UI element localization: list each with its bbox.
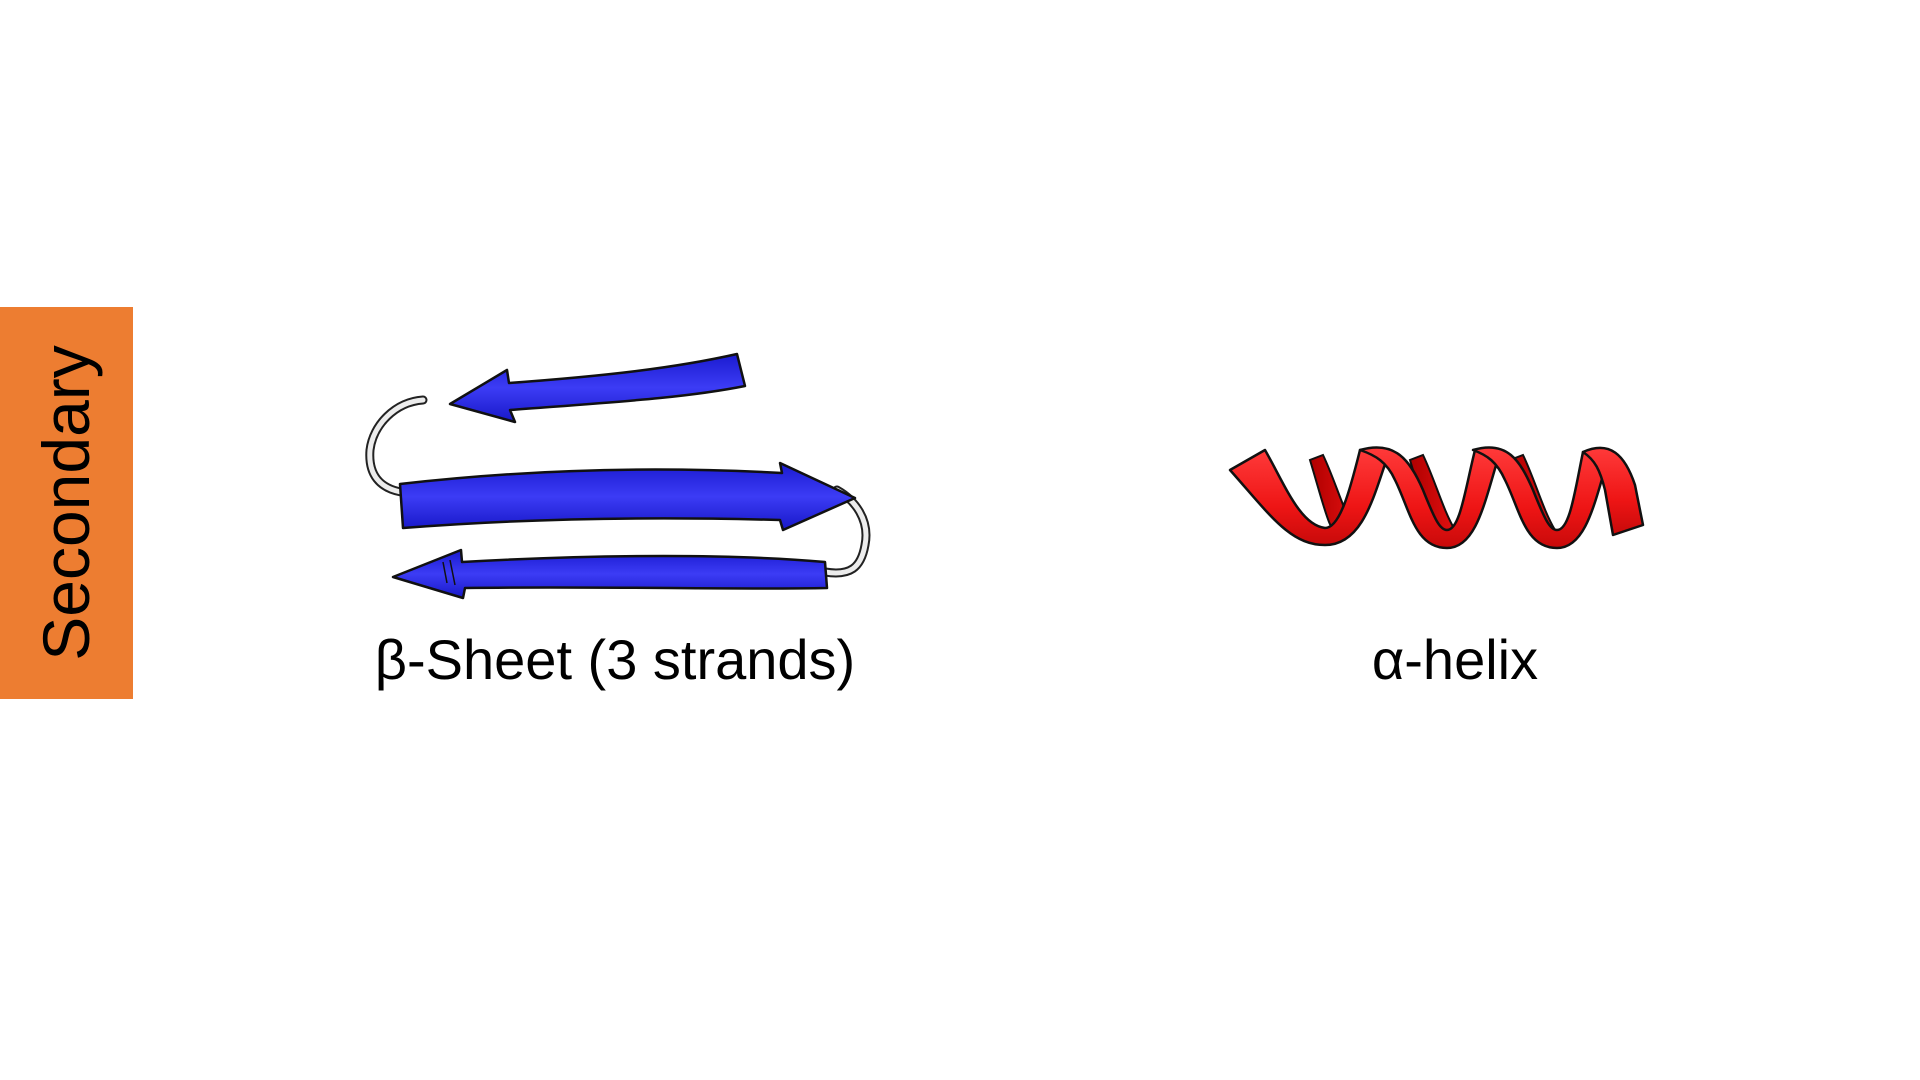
alpha-helix-caption: α-helix bbox=[1371, 628, 1539, 691]
helix-turn-1 bbox=[1228, 448, 1392, 547]
beta-sheet-caption: β-Sheet (3 strands) bbox=[374, 628, 856, 691]
sheet-strand-3 bbox=[391, 548, 829, 600]
helix-turn-3 bbox=[1471, 446, 1612, 550]
sheet-strand-2 bbox=[398, 461, 857, 532]
side-tab-label: Secondary bbox=[29, 345, 103, 661]
sheet-strand-1 bbox=[448, 352, 747, 424]
alpha-helix-illustration bbox=[1228, 446, 1645, 550]
side-tab: Secondary bbox=[0, 307, 133, 699]
beta-sheet-illustration bbox=[365, 352, 871, 600]
helix-end bbox=[1581, 446, 1645, 537]
